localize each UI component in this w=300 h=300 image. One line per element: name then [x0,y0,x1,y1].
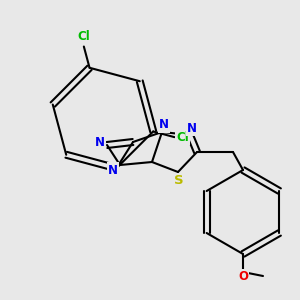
Text: S: S [174,175,184,188]
Text: N: N [159,118,169,131]
Text: Cl: Cl [176,131,189,144]
Text: N: N [108,164,118,176]
Text: N: N [95,136,105,149]
Text: O: O [238,271,248,284]
Text: Cl: Cl [77,30,90,43]
Text: N: N [187,122,197,134]
